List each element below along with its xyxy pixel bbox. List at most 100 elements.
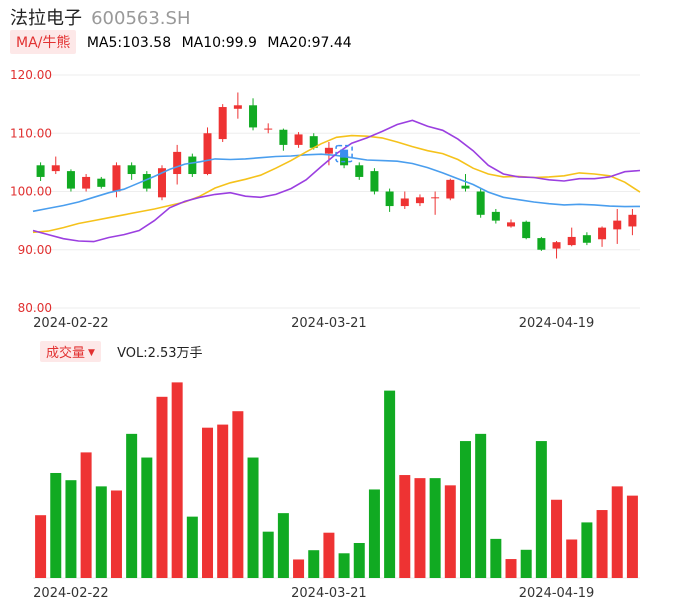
candle-body bbox=[97, 178, 106, 187]
candle bbox=[461, 174, 470, 192]
volume-bar bbox=[186, 516, 198, 578]
ma5-label: MA5:103.58 bbox=[86, 35, 172, 51]
candle-body bbox=[340, 153, 349, 166]
candle bbox=[142, 171, 151, 192]
volume-bar bbox=[490, 538, 502, 578]
volume-bar bbox=[566, 539, 578, 578]
volume-date-tick-label: 2024-03-21 bbox=[291, 586, 367, 601]
ma20-line bbox=[32, 153, 641, 213]
date-tick-label: 2024-02-22 bbox=[33, 316, 109, 331]
candle-body bbox=[218, 107, 227, 140]
candle bbox=[188, 153, 197, 177]
candle-body bbox=[431, 197, 440, 199]
volume-type-label: 成交量 bbox=[46, 346, 86, 361]
volume-bar bbox=[399, 475, 411, 578]
volume-chart[interactable]: 2024-02-22 2024-03-21 2024-04-19 bbox=[0, 361, 686, 606]
volume-bar bbox=[217, 424, 229, 578]
volume-bar bbox=[232, 411, 244, 578]
candle bbox=[567, 227, 576, 247]
volume-bar bbox=[384, 390, 396, 578]
candle-body bbox=[82, 176, 91, 189]
stock-name: 法拉电子 bbox=[10, 8, 82, 29]
volume-bar bbox=[80, 452, 92, 578]
volume-value-label: VOL:2.53万手 bbox=[117, 346, 203, 361]
candle-body bbox=[264, 128, 273, 130]
candle bbox=[264, 123, 273, 134]
candle bbox=[582, 232, 591, 246]
candle-body bbox=[157, 168, 166, 198]
candle bbox=[324, 141, 333, 166]
candle-body bbox=[613, 220, 622, 230]
candle bbox=[400, 191, 409, 209]
candle bbox=[51, 156, 60, 175]
price-tick-label: 100.00 bbox=[10, 185, 52, 199]
candle-body bbox=[279, 129, 288, 145]
candle-body bbox=[36, 165, 45, 177]
price-tick-label: 120.00 bbox=[10, 68, 52, 82]
candle-body bbox=[203, 133, 212, 175]
caret-down-icon: ▼ bbox=[88, 348, 95, 358]
candle bbox=[218, 104, 227, 142]
candle-body bbox=[400, 198, 409, 207]
date-tick-label: 2024-03-21 bbox=[291, 316, 367, 331]
volume-type-button[interactable]: 成交量 ▼ bbox=[40, 341, 101, 362]
crosshair-icon[interactable] bbox=[335, 144, 353, 163]
ma10-line bbox=[32, 134, 641, 234]
volume-bar bbox=[50, 472, 62, 578]
candle-body bbox=[385, 191, 394, 207]
date-tick-label: 2024-04-19 bbox=[519, 316, 595, 331]
candle-body bbox=[370, 171, 379, 192]
volume-bar bbox=[277, 513, 289, 578]
price-tick-label: 90.00 bbox=[18, 243, 52, 257]
volume-bar bbox=[520, 549, 532, 578]
volume-bar bbox=[596, 510, 608, 578]
candle bbox=[476, 188, 485, 218]
candle-body bbox=[552, 242, 561, 249]
candle bbox=[249, 98, 258, 131]
volume-bar bbox=[247, 457, 259, 578]
volume-bar bbox=[202, 427, 214, 578]
volume-bar bbox=[65, 480, 77, 578]
candle-body bbox=[582, 235, 591, 243]
price-grid bbox=[33, 74, 640, 309]
volume-bar bbox=[262, 531, 274, 578]
volume-bar bbox=[353, 542, 365, 578]
candle bbox=[233, 92, 242, 119]
candle-body bbox=[355, 165, 364, 177]
volume-date-labels: 2024-02-22 2024-03-21 2024-04-19 bbox=[33, 586, 594, 601]
candle-body bbox=[598, 227, 607, 240]
volume-bar bbox=[535, 441, 547, 578]
price-tick-label: 80.00 bbox=[18, 301, 52, 315]
volume-bar bbox=[414, 478, 426, 578]
ma-type-button[interactable]: MA/牛熊 bbox=[10, 30, 77, 54]
volume-bar bbox=[308, 550, 320, 578]
candle-body bbox=[491, 211, 500, 221]
candle-body bbox=[51, 165, 60, 172]
candle-body bbox=[233, 105, 242, 109]
candle bbox=[157, 165, 166, 201]
ma-legend: MA/牛熊 MA5:103.58 MA10:99.9 MA20:97.44 bbox=[10, 30, 352, 54]
volume-bar bbox=[626, 495, 638, 578]
candle bbox=[552, 241, 561, 259]
candle-body bbox=[66, 171, 75, 189]
candle-body bbox=[188, 156, 197, 175]
volume-bar bbox=[368, 489, 380, 578]
date-axis-labels: 2024-02-22 2024-03-21 2024-04-19 bbox=[33, 316, 594, 331]
moving-average-lines bbox=[32, 119, 641, 243]
candle bbox=[279, 128, 288, 151]
candle-body bbox=[522, 221, 531, 239]
candle-body bbox=[461, 185, 470, 189]
volume-date-tick-label: 2024-02-22 bbox=[33, 586, 109, 601]
candle bbox=[628, 208, 637, 236]
volume-bar bbox=[110, 490, 122, 578]
candle bbox=[507, 219, 516, 228]
volume-legend: 成交量 ▼ VOL:2.53万手 bbox=[40, 341, 203, 362]
candle bbox=[66, 169, 75, 192]
candle-body bbox=[173, 151, 182, 175]
volume-bar bbox=[429, 478, 441, 578]
candle bbox=[415, 194, 424, 207]
candle bbox=[309, 133, 318, 150]
candle bbox=[294, 132, 303, 148]
ma5-line bbox=[32, 119, 641, 243]
